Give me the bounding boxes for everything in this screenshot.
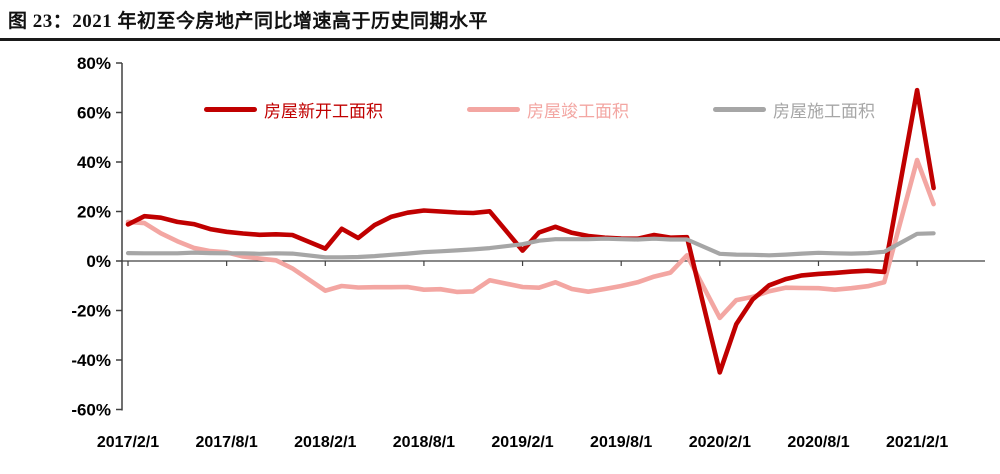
legend-label-new-starts: 房屋新开工面积 — [264, 102, 383, 121]
figure-title: 图 23：2021 年初至今房地产同比增速高于历史同期水平 — [8, 11, 489, 32]
legend-item-new-starts: 房屋新开工面积 — [204, 97, 383, 122]
y-tick-label: 60% — [77, 104, 111, 123]
legend-item-completions: 房屋竣工面积 — [467, 97, 629, 122]
legend-line-swatch-completions — [467, 107, 520, 112]
chart-legend: 房屋新开工面积 房屋竣工面积 房屋施工面积 — [204, 97, 875, 122]
legend-label-completions: 房屋竣工面积 — [527, 102, 629, 121]
y-tick-label: -40% — [71, 351, 111, 370]
title-divider — [0, 38, 1000, 41]
x-tick-label: 2018/8/1 — [393, 434, 455, 451]
legend-line-swatch-under-construction — [713, 107, 766, 112]
y-tick-label: 20% — [77, 203, 111, 222]
legend-label-under-construction: 房屋施工面积 — [773, 102, 875, 121]
y-tick-label: 0% — [86, 252, 111, 271]
y-tick-label: 80% — [77, 54, 111, 73]
y-tick-label: -20% — [71, 302, 111, 321]
series-line-under-construction — [125, 231, 936, 260]
series-line-new-starts — [125, 87, 936, 375]
y-tick-label: 40% — [77, 153, 111, 172]
x-tick-label: 2017/8/1 — [195, 434, 257, 451]
y-tick-label: -60% — [71, 401, 111, 420]
x-tick-label: 2020/2/1 — [689, 434, 751, 451]
x-tick-label: 2017/2/1 — [97, 434, 159, 451]
legend-item-under-construction: 房屋施工面积 — [713, 97, 875, 122]
series-line-completions — [125, 157, 936, 321]
chart-area: 80% 60% 40% 20% 0% -20% -40% -60% 2017/2/1 2017/8… — [0, 41, 1000, 474]
x-tick-label: 2020/8/1 — [787, 434, 849, 451]
legend-line-swatch-new-starts — [204, 107, 257, 112]
x-tick-label: 2019/8/1 — [590, 434, 652, 451]
x-tick-label: 2021/2/1 — [886, 434, 948, 451]
x-tick-label: 2018/2/1 — [294, 434, 356, 451]
x-tick-label: 2019/2/1 — [491, 434, 553, 451]
